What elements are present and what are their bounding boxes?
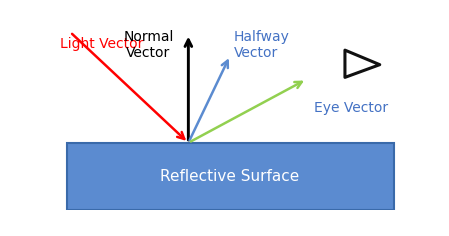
Text: Halfway
Vector: Halfway Vector <box>233 30 290 60</box>
Text: Eye Vector: Eye Vector <box>313 101 388 115</box>
Text: Normal
Vector: Normal Vector <box>123 30 173 60</box>
Text: Light Vector: Light Vector <box>60 37 143 51</box>
Text: Reflective Surface: Reflective Surface <box>160 169 300 184</box>
FancyBboxPatch shape <box>66 143 394 210</box>
